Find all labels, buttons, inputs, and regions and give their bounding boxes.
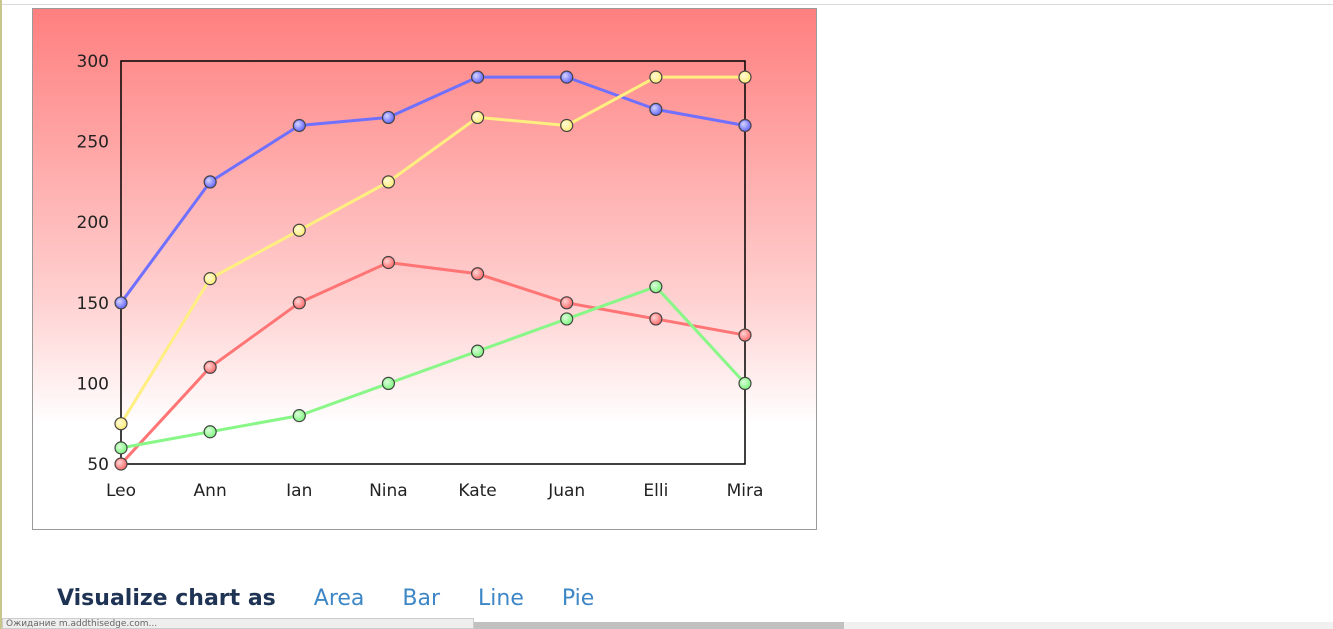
series-points (114, 70, 752, 471)
x-tick-label: Juan (547, 481, 585, 501)
y-axis: 50 100 150 200 250 300 (77, 52, 109, 475)
data-point-highlight (740, 72, 750, 83)
y-tick-label: 100 (77, 374, 109, 394)
x-tick-label: Kate (458, 481, 496, 501)
data-point-highlight (294, 297, 305, 308)
horizontal-scrollbar-thumb[interactable] (474, 622, 844, 629)
data-point-highlight (561, 297, 572, 308)
line-chart: 50 100 150 200 250 300 Leo Ann Ian Nina Kate Juan E… (77, 52, 764, 501)
data-point-highlight (650, 104, 661, 115)
line-link[interactable]: Line (478, 585, 524, 611)
browser-status-bar: Ожидание m.addthisedge.com... (2, 618, 474, 629)
data-point-highlight (205, 426, 216, 437)
data-point-highlight (561, 72, 572, 83)
data-point-highlight (205, 273, 216, 284)
data-point-highlight (116, 459, 126, 469)
y-tick-label: 50 (87, 455, 109, 475)
data-point-highlight (472, 72, 483, 83)
y-tick-label: 300 (77, 52, 109, 72)
data-point-highlight (294, 225, 305, 236)
data-point-highlight (561, 313, 572, 324)
y-tick-label: 200 (77, 213, 109, 233)
data-point-highlight (740, 330, 750, 341)
data-point-highlight (740, 120, 750, 131)
area-link[interactable]: Area (313, 585, 365, 611)
series-line-2 (119, 75, 745, 425)
series-line-4 (120, 285, 747, 450)
data-point-highlight (383, 378, 394, 389)
data-point-highlight (472, 268, 483, 279)
data-point-highlight (116, 442, 126, 453)
x-tick-label: Nina (369, 481, 408, 501)
data-point-highlight (650, 281, 661, 292)
y-tick-label: 250 (77, 133, 109, 153)
data-point-highlight (650, 72, 661, 83)
plot-area-border (120, 60, 746, 465)
x-tick-label: Mira (727, 481, 764, 501)
page-left-border (0, 0, 2, 629)
data-point-highlight (205, 362, 216, 373)
x-tick-label: Ann (194, 481, 227, 501)
pie-link[interactable]: Pie (561, 585, 595, 611)
data-point-highlight (294, 410, 305, 421)
horizontal-scrollbar[interactable] (474, 622, 1333, 629)
x-axis: Leo Ann Ian Nina Kate Juan Elli Mira (106, 481, 763, 501)
x-tick-label: Elli (643, 481, 668, 501)
data-point-highlight (383, 112, 394, 123)
data-point-highlight (116, 418, 126, 429)
data-point-highlight (383, 257, 394, 268)
data-point-highlight (383, 176, 394, 187)
y-tick-label: 150 (77, 294, 109, 314)
x-tick-label: Ian (286, 481, 312, 501)
x-tick-label: Leo (106, 481, 136, 501)
visualize-label: Visualize chart as (57, 585, 276, 611)
data-point-highlight (650, 313, 661, 324)
series-line-3 (119, 261, 746, 466)
chart-frame: 50 100 150 200 250 300 Leo Ann Ian Nina Kate Juan E… (32, 8, 817, 530)
data-point-highlight (472, 346, 483, 357)
data-point-highlight (472, 112, 483, 123)
data-point-highlight (740, 378, 750, 389)
bar-link[interactable]: Bar (402, 585, 441, 611)
data-point-highlight (116, 297, 126, 308)
series-line-1 (119, 75, 746, 304)
data-point-highlight (561, 120, 572, 131)
series-lines (119, 75, 747, 466)
page-top-border (0, 4, 1333, 5)
chart-type-controls: Visualize chart as Area Bar Line Pie (57, 583, 632, 613)
data-point-highlight (205, 176, 216, 187)
data-point-highlight (294, 120, 305, 131)
